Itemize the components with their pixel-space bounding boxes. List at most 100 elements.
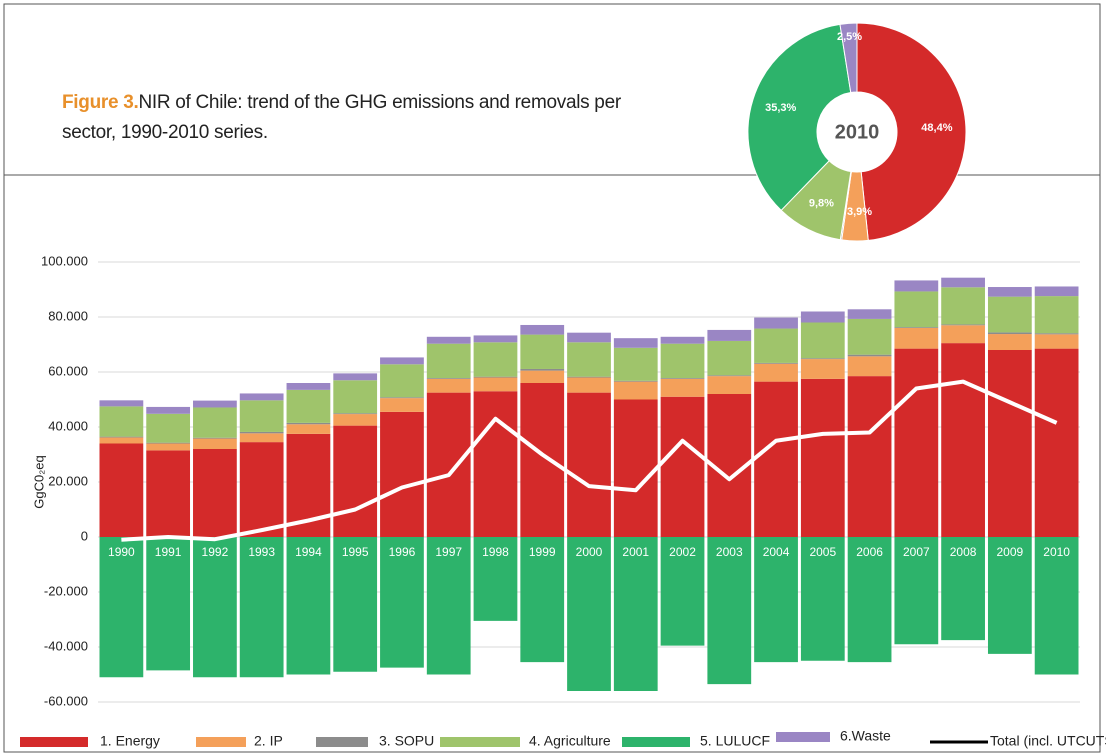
bar-segment (707, 329, 752, 341)
bar-segment (1034, 348, 1079, 537)
bar-segment (754, 317, 798, 329)
bar-segment (754, 381, 798, 537)
bar-segment (426, 343, 471, 379)
bar-segment (567, 537, 611, 691)
bar-segment (987, 537, 1032, 654)
pie-slice (839, 22, 858, 94)
bar-segment (847, 356, 892, 377)
legend-swatch (316, 737, 368, 747)
bar-segment (333, 373, 378, 381)
x-tick-label: 1997 (435, 545, 462, 559)
legend-label: 3. SOPU (379, 733, 434, 749)
bar-segment (99, 537, 144, 678)
x-tick-label: 2001 (622, 545, 649, 559)
bar-segment (146, 443, 191, 451)
bar-segment (660, 336, 705, 344)
x-tick-label: 2008 (950, 545, 977, 559)
bar-segment (99, 437, 144, 444)
x-tick-label: 2003 (716, 545, 743, 559)
bar-segment (987, 332, 1032, 335)
y-tick-label: 20.000 (48, 473, 88, 488)
bar-segment (660, 378, 705, 379)
figure-caption: NIR of Chile: trend of the GHG emissions… (62, 92, 621, 143)
pie-slice (747, 23, 852, 212)
legend-swatch (20, 737, 88, 747)
bar-segment (1034, 333, 1079, 335)
bar-segment (193, 449, 237, 537)
pie-value-label: 48,4% (921, 122, 952, 134)
bar-segment (520, 334, 565, 369)
bar-segment (333, 413, 378, 415)
bar-segment (99, 436, 144, 438)
bar-segment (894, 348, 939, 537)
bar-segment (613, 381, 658, 400)
legend-label: 2. IP (254, 733, 283, 749)
x-tick-label: 1991 (155, 545, 182, 559)
bar-segment (426, 336, 471, 344)
bar-segment (660, 378, 705, 397)
x-tick-label: 1998 (482, 545, 509, 559)
bar-segment (193, 537, 237, 678)
bar-segment (754, 328, 798, 363)
bar-segment (800, 311, 845, 323)
bar-segment (754, 363, 798, 382)
bar-segment (613, 347, 658, 381)
legend-label: Total (incl. UTCUTS) (990, 733, 1106, 749)
bar-segment (193, 400, 237, 408)
y-tick-label: -20.000 (44, 583, 88, 598)
bar-segment (426, 537, 471, 675)
bar-segment (567, 376, 611, 378)
bar-segment (99, 400, 144, 407)
bar-segment (473, 391, 518, 537)
x-tick-label: 2000 (576, 545, 603, 559)
bar-segment (286, 389, 331, 423)
bar-segment (567, 332, 611, 343)
bar-segment (894, 328, 939, 349)
bar-segment (473, 537, 518, 621)
bar-segment (1034, 296, 1079, 334)
title-block: Figure 3.NIR of Chile: trend of the GHG … (62, 88, 622, 148)
bar-segment (380, 364, 424, 398)
bar-segment (613, 537, 658, 691)
bar-segment (380, 398, 424, 412)
bar-segment (239, 442, 284, 537)
bar-segment (239, 400, 284, 432)
bar-segment (567, 377, 611, 393)
bar-segment (473, 377, 518, 392)
y-tick-label: -40.000 (44, 638, 88, 653)
bar-segment (239, 433, 284, 443)
bar-segment (941, 277, 985, 288)
legend-swatch (440, 737, 520, 747)
y-tick-label: 100.000 (41, 253, 88, 268)
bar-segment (987, 334, 1032, 350)
bar-segment (380, 357, 424, 365)
x-tick-label: 1992 (202, 545, 229, 559)
y-axis-label: GgC0₂eq (31, 455, 46, 508)
legend-label: 5. LULUCF (700, 733, 770, 749)
bar-segment (1034, 286, 1079, 297)
bar-segment (847, 318, 892, 355)
legend-swatch (776, 732, 830, 742)
bar-segment (333, 425, 378, 537)
bar-segment (707, 375, 752, 377)
x-tick-label: 1994 (295, 545, 322, 559)
bar-segment (286, 537, 331, 675)
bar-segment (1034, 334, 1079, 349)
legend-swatch (622, 737, 690, 747)
bar-segment (473, 335, 518, 343)
pie-center-label: 2010 (835, 121, 880, 143)
bar-segment (333, 537, 378, 672)
bar-segment (286, 383, 331, 390)
x-tick-label: 1990 (108, 545, 135, 559)
x-tick-label: 2010 (1043, 545, 1070, 559)
bar-segment (847, 537, 892, 663)
pie-slice (856, 22, 967, 241)
bar-segment (286, 422, 331, 425)
x-tick-label: 2004 (763, 545, 790, 559)
bar-segment (941, 325, 985, 344)
x-tick-label: 1999 (529, 545, 556, 559)
bar-segment (426, 392, 471, 537)
bar-segment (239, 431, 284, 434)
bar-segment (894, 537, 939, 645)
